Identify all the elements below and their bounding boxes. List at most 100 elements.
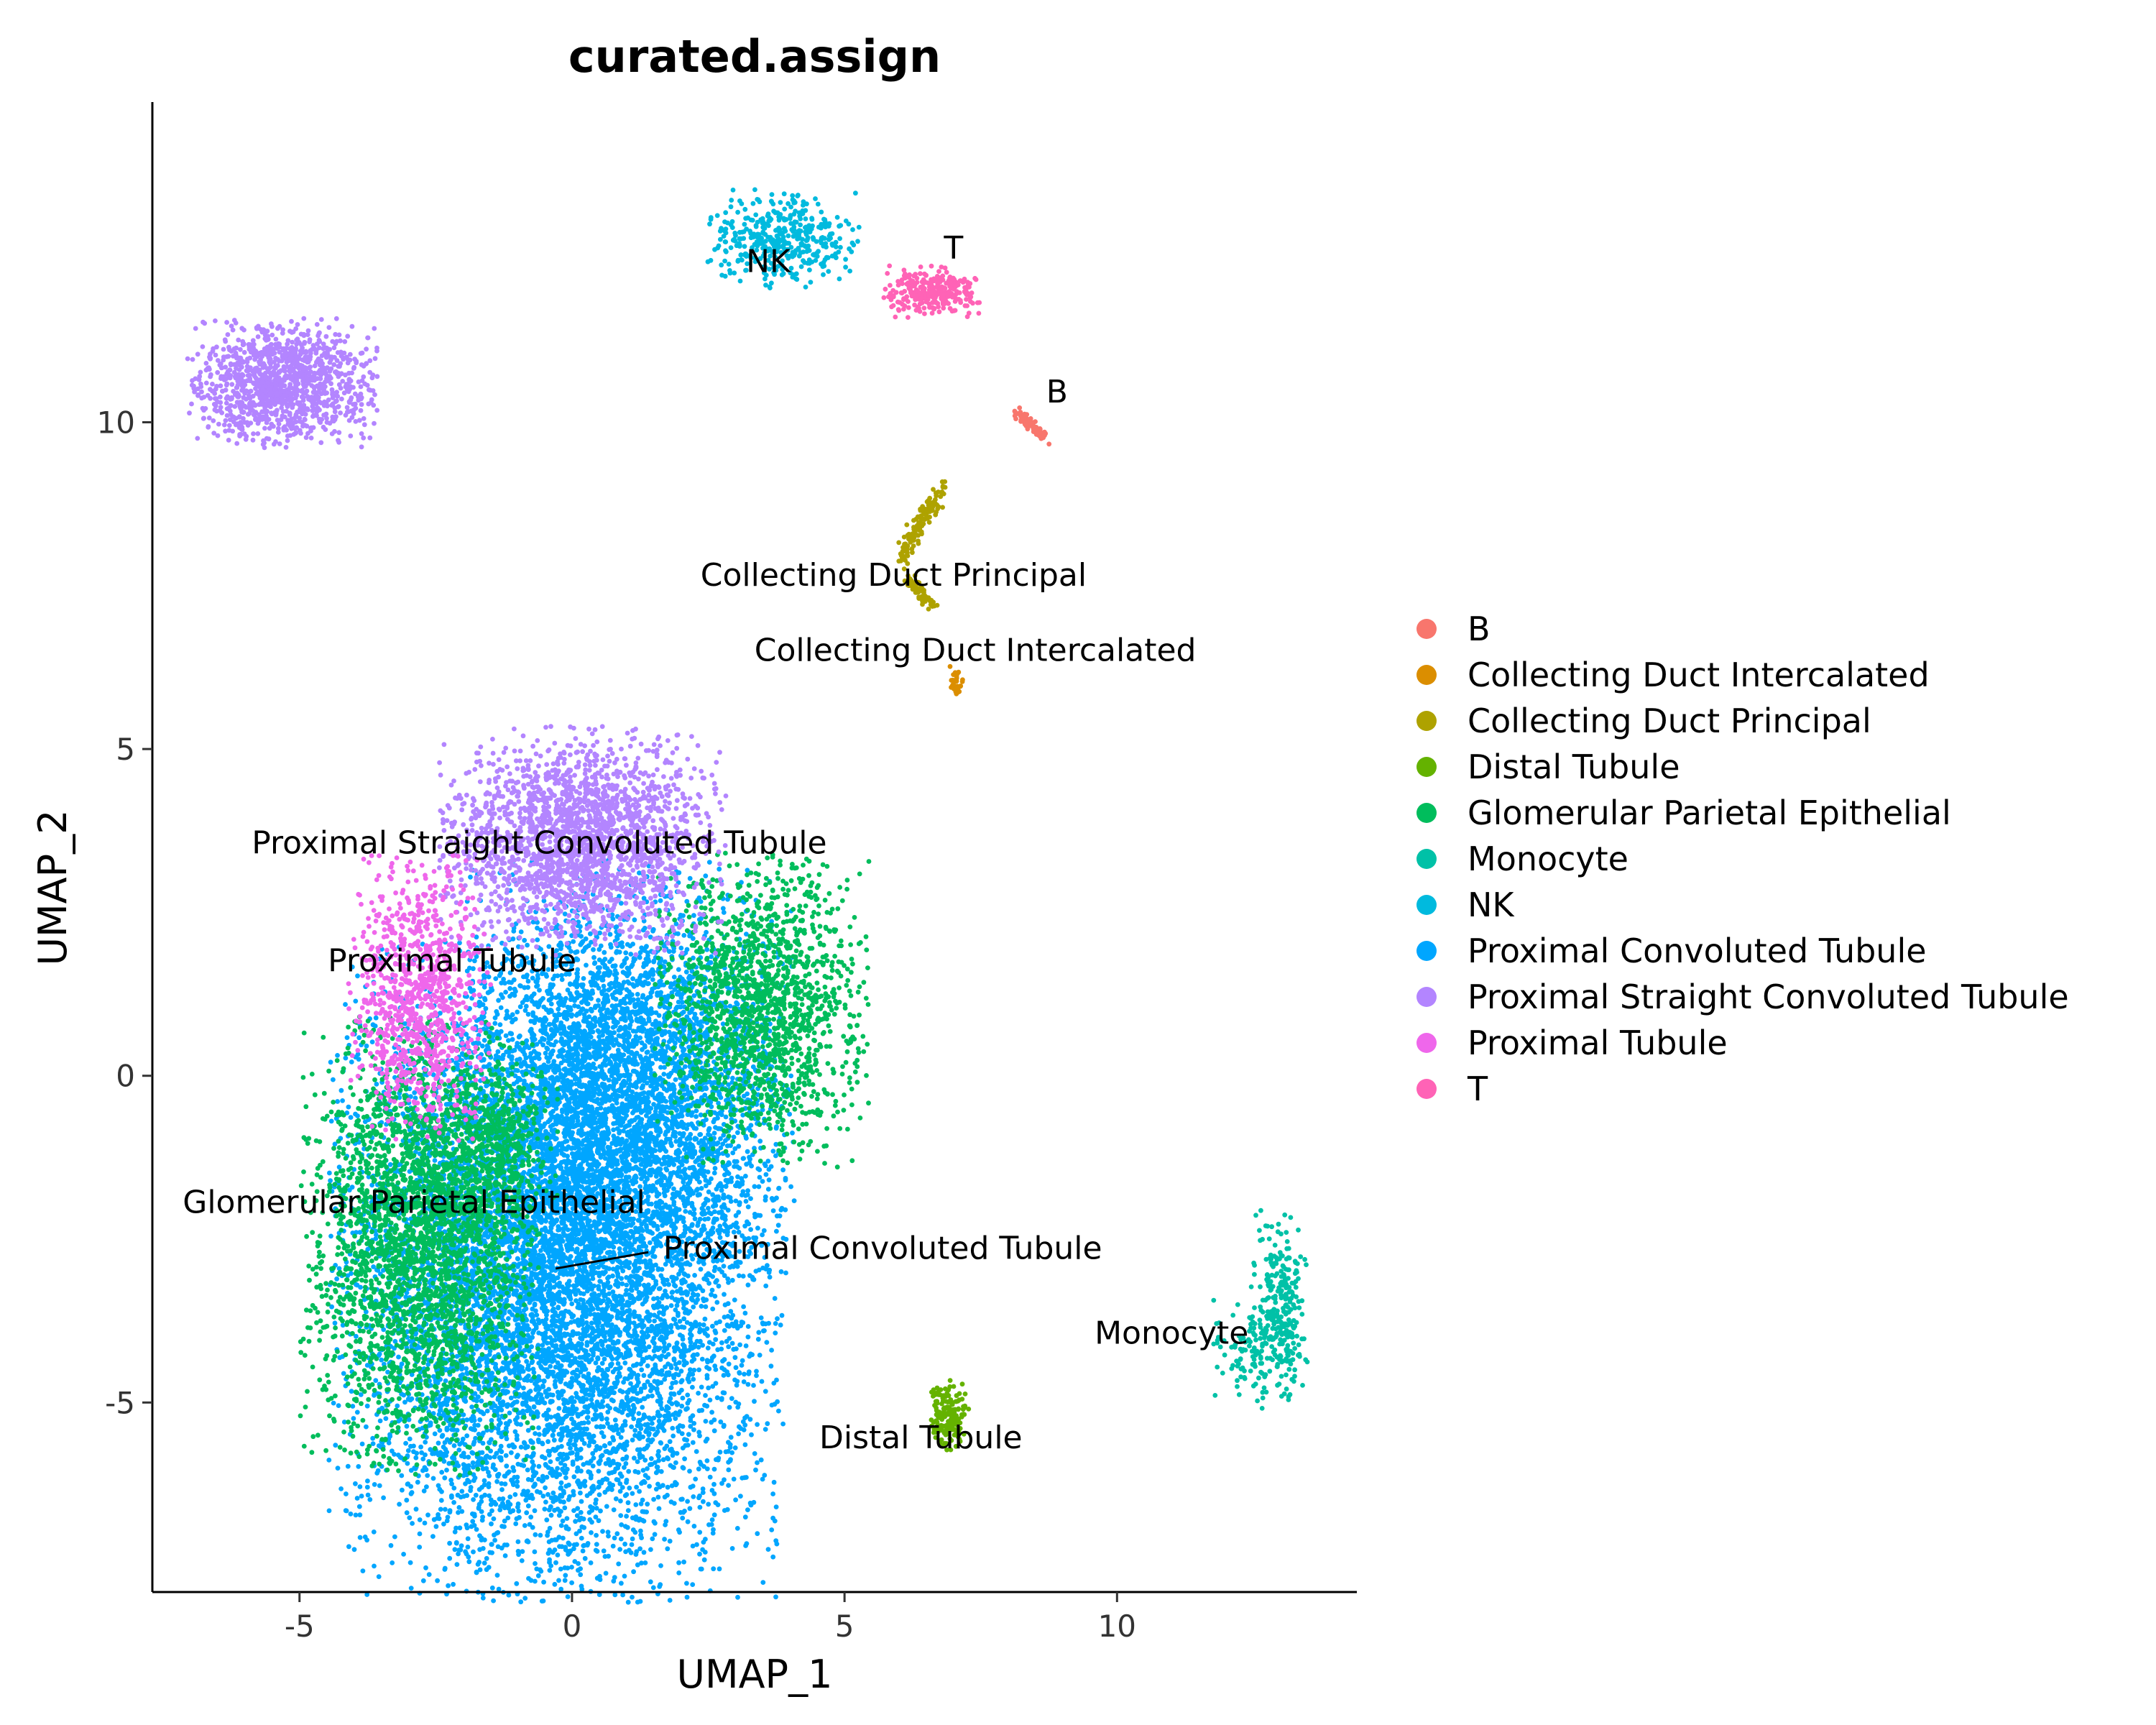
- cell-point: [520, 1549, 525, 1554]
- cell-point: [446, 1583, 451, 1588]
- cell-point: [622, 1361, 627, 1366]
- cell-point: [566, 1497, 571, 1502]
- cell-point: [522, 1523, 528, 1528]
- cell-point: [665, 1456, 671, 1461]
- cell-point: [679, 1404, 684, 1409]
- cell-point: [562, 1506, 567, 1511]
- cell-point: [630, 1595, 635, 1600]
- cell-point: [457, 1505, 462, 1510]
- cell-point: [370, 1039, 375, 1044]
- cell-point: [691, 1377, 696, 1382]
- cell-point: [670, 1290, 675, 1295]
- cell-point: [735, 1174, 740, 1179]
- cell-point: [487, 1440, 492, 1445]
- cell-point: [377, 1574, 382, 1579]
- cell-point: [741, 1274, 746, 1279]
- cell-point: [428, 1420, 433, 1425]
- cell-point: [507, 986, 512, 991]
- cell-point: [466, 1536, 471, 1541]
- cell-point: [401, 1552, 406, 1557]
- cell-point: [345, 1035, 350, 1040]
- cell-point: [559, 1481, 564, 1486]
- cell-point: [617, 1131, 622, 1136]
- cell-point: [736, 1432, 741, 1437]
- cell-point: [566, 1483, 571, 1488]
- cell-point: [680, 1516, 685, 1521]
- cell-point: [738, 1494, 743, 1499]
- cell-point: [449, 1481, 454, 1486]
- cell-point: [582, 1348, 587, 1353]
- cell-point: [611, 1438, 616, 1443]
- cell-point: [351, 1416, 356, 1421]
- cell-point: [654, 1471, 659, 1476]
- cell-point: [626, 1600, 631, 1605]
- cell-point: [668, 1539, 673, 1544]
- cell-point: [327, 1509, 332, 1514]
- cell-point: [709, 1410, 714, 1415]
- cell-point: [407, 1437, 413, 1442]
- cell-point: [436, 1484, 441, 1489]
- cell-point: [692, 1524, 697, 1529]
- cell-point: [639, 1535, 644, 1540]
- cell-point: [540, 1343, 545, 1348]
- cell-point: [678, 1379, 683, 1384]
- cell-point: [647, 1344, 652, 1349]
- cell-point: [746, 1205, 751, 1210]
- cell-point: [556, 1394, 561, 1399]
- cell-point: [548, 1568, 553, 1573]
- cell-point: [365, 1478, 370, 1484]
- cell-point: [510, 1508, 515, 1513]
- cell-point: [770, 1491, 775, 1496]
- cell-point: [630, 1542, 635, 1547]
- cell-point: [625, 1478, 630, 1483]
- cell-point: [583, 1556, 588, 1561]
- cell-point: [405, 1510, 410, 1515]
- cell-point: [536, 1573, 541, 1578]
- cell-point: [526, 1504, 531, 1509]
- cell-point: [503, 1553, 508, 1558]
- cell-point: [557, 1535, 562, 1540]
- cell-point: [713, 1337, 718, 1342]
- cell-point: [609, 1397, 614, 1402]
- cell-point: [769, 1363, 774, 1368]
- cell-point: [682, 1437, 687, 1442]
- cell-point: [530, 1330, 535, 1335]
- cell-point: [622, 1574, 627, 1579]
- cell-point: [395, 1404, 400, 1409]
- cell-point: [624, 1283, 629, 1288]
- cell-point: [443, 1507, 448, 1512]
- cell-point: [571, 1474, 576, 1479]
- cell-point: [760, 1320, 765, 1325]
- cell-point: [780, 1422, 786, 1427]
- cell-point: [591, 955, 596, 960]
- cell-point: [663, 1354, 668, 1359]
- cell-point: [712, 1512, 717, 1517]
- cell-point: [665, 1546, 670, 1551]
- cell-point: [631, 1403, 636, 1408]
- cell-point: [490, 1586, 495, 1591]
- cell-point: [584, 1343, 589, 1348]
- cell-point: [710, 1307, 715, 1312]
- cell-point: [759, 1458, 764, 1463]
- cell-point: [640, 1498, 645, 1503]
- cell-point: [357, 1512, 362, 1517]
- cell-point: [708, 1398, 713, 1403]
- cell-point: [691, 1440, 696, 1445]
- cell-point: [510, 1465, 515, 1470]
- cell-point: [439, 1470, 444, 1475]
- cell-point: [749, 1432, 754, 1438]
- cell-point: [651, 1586, 656, 1591]
- cell-point: [694, 1114, 699, 1119]
- cell-point: [400, 1488, 405, 1493]
- cell-point: [422, 1489, 427, 1494]
- cell-point: [729, 1396, 734, 1401]
- cell-point: [756, 1330, 761, 1335]
- cell-point: [727, 1361, 732, 1366]
- cell-point: [714, 1300, 719, 1305]
- cell-point: [726, 1280, 731, 1285]
- cell-point: [349, 1115, 354, 1120]
- cell-point: [337, 1355, 342, 1360]
- cell-point: [427, 1572, 432, 1577]
- cell-point: [552, 1438, 557, 1443]
- cell-point: [765, 1421, 770, 1426]
